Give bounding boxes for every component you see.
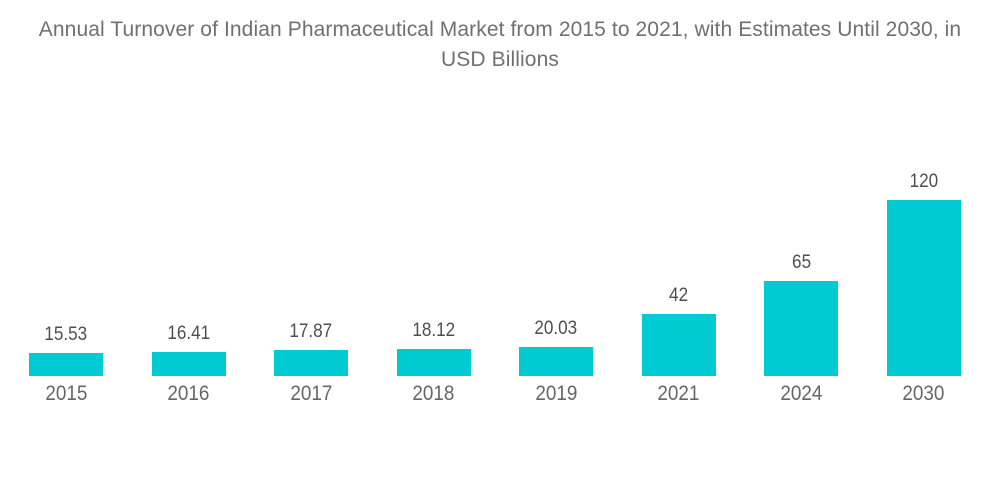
bar xyxy=(886,200,961,376)
bar xyxy=(396,349,471,376)
bar-value-label: 18.12 xyxy=(412,320,456,342)
bar-value-label: 42 xyxy=(669,285,689,307)
x-axis-tick-label: 2018 xyxy=(412,382,455,405)
bar xyxy=(519,346,594,376)
bar-value-label: 20.03 xyxy=(534,317,578,339)
chart-title: Annual Turnover of Indian Pharmaceutical… xyxy=(38,18,962,71)
bar xyxy=(764,280,839,376)
x-axis-tick-label: 2017 xyxy=(290,382,333,405)
x-axis-tick-label: 2019 xyxy=(535,382,578,405)
x-axis-tick-label: 2030 xyxy=(902,382,945,405)
bar xyxy=(641,314,716,376)
bar-value-label: 15.53 xyxy=(44,324,88,346)
bar-group-2030: 120 2030 xyxy=(863,170,986,405)
bar-group-2016: 16.41 2016 xyxy=(128,322,251,405)
bar-group-2021: 42 2021 xyxy=(618,284,741,405)
x-axis-tick-label: 2015 xyxy=(45,382,88,405)
x-axis-tick-label: 2016 xyxy=(167,382,210,405)
bar-group-2019: 20.03 2019 xyxy=(495,317,618,405)
bar-group-2015: 15.53 2015 xyxy=(5,323,128,405)
x-axis-tick-label: 2024 xyxy=(780,382,823,405)
bar-value-label: 65 xyxy=(791,251,811,273)
bar-value-label: 17.87 xyxy=(289,320,333,342)
bar-group-2024: 65 2024 xyxy=(740,251,863,405)
bar xyxy=(151,351,226,376)
bar xyxy=(274,349,349,376)
bar-chart: 15.53 2015 16.41 2016 17.87 2017 18.12 2018 20.0… xyxy=(5,170,985,405)
x-axis-tick-label: 2021 xyxy=(657,382,700,405)
bar-value-label: 16.41 xyxy=(167,322,211,344)
bar-group-2018: 18.12 2018 xyxy=(373,319,496,405)
bar xyxy=(29,353,104,376)
bar-value-label: 120 xyxy=(909,171,939,192)
bar-group-2017: 17.87 2017 xyxy=(250,320,373,405)
